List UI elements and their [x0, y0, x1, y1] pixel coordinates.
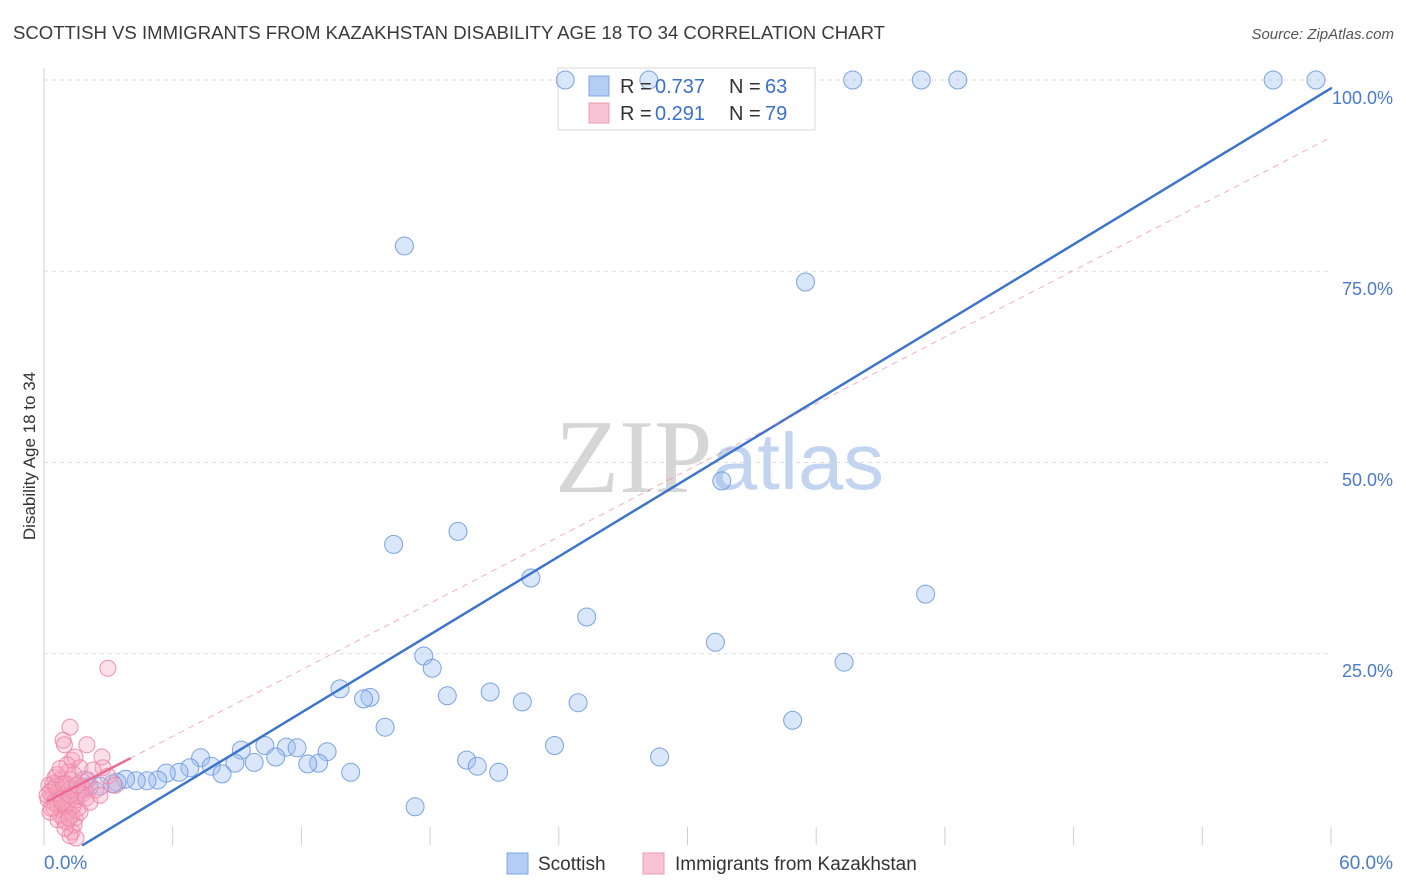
legend-r-label: R =	[620, 76, 652, 98]
scottish-point	[796, 272, 815, 292]
scottish-point	[309, 753, 329, 773]
scottish-point	[266, 747, 286, 767]
scottish-point	[467, 756, 487, 776]
chart-title: SCOTTISH VS IMMIGRANTS FROM KAZAKHSTAN D…	[13, 23, 885, 43]
kazakhstan-point	[55, 736, 73, 754]
scottish-point	[394, 236, 414, 256]
scottish-point	[834, 652, 854, 672]
kazakhstan-point	[60, 809, 78, 827]
bottom-legend-swatch-kazakhstan	[642, 852, 665, 875]
scottish-point	[843, 70, 863, 90]
scottish-point	[555, 70, 575, 90]
legend-n-value: 63	[765, 76, 787, 98]
kazakhstan-point	[91, 786, 109, 804]
watermark-zip: ZIP	[555, 398, 713, 515]
legend-n-value: 79	[765, 103, 787, 125]
kazakhstan-point	[51, 760, 69, 777]
chart-source: Source: ZipAtlas.com	[1251, 26, 1394, 43]
scottish-point	[405, 797, 425, 817]
legend-r-label: R =	[620, 103, 652, 125]
scottish-point	[783, 710, 803, 730]
y-tick-label-100: 100.0%	[1332, 88, 1393, 108]
scottish-point	[137, 771, 157, 791]
legend-n-label: N =	[729, 76, 761, 98]
scottish-point	[1306, 70, 1326, 90]
scottish-point	[911, 70, 931, 90]
scottish-point	[705, 632, 725, 652]
scottish-point	[422, 658, 442, 678]
scottish-point	[712, 471, 732, 491]
scottish-point	[512, 692, 532, 712]
scottish-point	[276, 737, 296, 757]
kazakhstan-point	[99, 659, 117, 677]
scottish-point	[448, 521, 468, 541]
scottish-point	[287, 738, 307, 758]
kazakhstan-trend-line	[47, 757, 132, 802]
scottish-point	[212, 764, 232, 784]
bottom-legend-swatch-scottish	[506, 852, 529, 875]
scottish-point	[568, 693, 588, 713]
y-tick-label-25: 25.0%	[1342, 661, 1393, 681]
scottish-point	[457, 750, 477, 770]
kazakhstan-point	[78, 736, 96, 754]
x-tick-label-0: 0.0%	[44, 853, 87, 874]
scottish-point	[437, 686, 457, 706]
kazakhstan-point	[81, 793, 99, 811]
x-axis-ticks	[172, 827, 1332, 845]
scottish-point	[180, 758, 200, 778]
legend-row-scottish: R = 0.737 N = 63	[588, 75, 787, 98]
scottish-point	[360, 687, 380, 707]
y-axis-title: Disability Age 18 to 34	[20, 372, 39, 540]
scottish-point	[148, 770, 168, 790]
legend-row-kazakhstan: R = 0.291 N = 79	[588, 102, 787, 125]
scottish-point	[650, 747, 670, 767]
scottish-point	[375, 717, 395, 737]
scottish-trend-line	[81, 87, 1333, 847]
scottish-point	[244, 752, 264, 772]
legend-r-value: 0.291	[655, 103, 705, 125]
legend-n-label: N =	[729, 103, 761, 125]
legend-swatch-kazakhstan	[588, 102, 610, 124]
legend-r-value: 0.737	[655, 76, 705, 98]
scottish-point	[489, 762, 509, 782]
kazakhstan-trend-extension	[129, 136, 1332, 759]
scottish-point	[1263, 70, 1283, 90]
bottom-legend-label-scottish: Scottish	[538, 854, 606, 875]
scottish-point	[384, 534, 404, 554]
y-tick-label-50: 50.0%	[1342, 470, 1393, 490]
scottish-point	[545, 736, 564, 755]
legend-swatch-scottish	[588, 75, 610, 97]
scottish-point	[916, 584, 936, 604]
scottish-point	[341, 762, 361, 782]
watermark-atlas: atlas	[712, 417, 884, 506]
watermark: ZIP atlas	[555, 398, 884, 515]
gridlines	[44, 79, 1331, 655]
scottish-point	[480, 682, 500, 702]
bottom-legend: Scottish Immigrants from Kazakhstan	[506, 852, 917, 875]
trend-lines	[47, 87, 1333, 847]
scottish-point	[354, 689, 374, 709]
x-tick-label-60: 60.0%	[1339, 853, 1393, 874]
scottish-point	[298, 754, 318, 774]
kazakhstan-point	[61, 718, 79, 736]
scottish-point	[577, 607, 597, 627]
y-tick-label-75: 75.0%	[1342, 279, 1393, 299]
scatter-points	[38, 70, 1326, 847]
bottom-legend-label-kazakhstan: Immigrants from Kazakhstan	[675, 854, 917, 875]
scottish-point	[639, 70, 659, 90]
kazakhstan-point	[56, 819, 74, 837]
kazakhstan-point	[106, 776, 124, 794]
scottish-point	[948, 70, 968, 90]
